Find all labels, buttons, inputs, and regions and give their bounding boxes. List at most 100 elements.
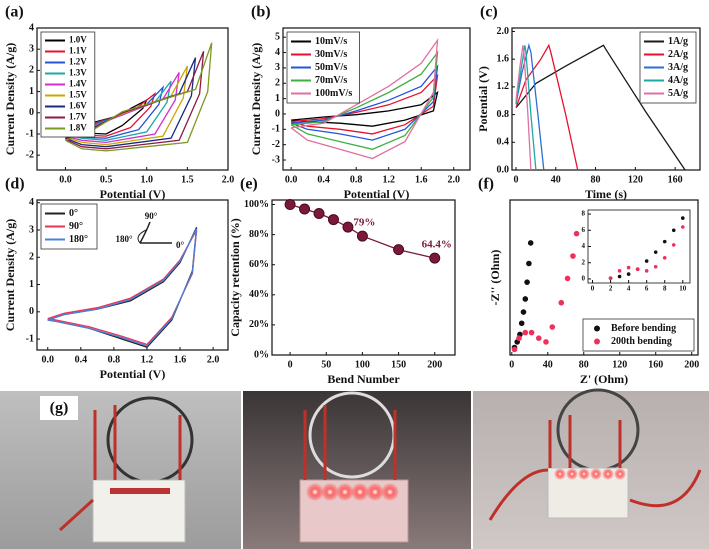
point bbox=[313, 208, 325, 220]
legend-label: 1.3V bbox=[69, 68, 87, 78]
point bbox=[662, 256, 667, 260]
legend-label: 200th bending bbox=[611, 336, 672, 347]
x-tick-label: 2.0 bbox=[447, 174, 460, 185]
led bbox=[554, 468, 566, 480]
label-box bbox=[40, 396, 78, 420]
annotation: 90° bbox=[145, 211, 158, 221]
point bbox=[549, 324, 556, 330]
point bbox=[653, 264, 658, 269]
legend-label: 2A/g bbox=[668, 49, 688, 60]
series-line bbox=[290, 50, 439, 150]
y-tick-label: 80% bbox=[249, 229, 269, 240]
y-tick-label: 4 bbox=[275, 47, 280, 58]
legend-marker bbox=[594, 338, 600, 345]
wires bbox=[488, 415, 702, 521]
legend-label: 1.6V bbox=[69, 101, 87, 111]
point bbox=[617, 274, 622, 279]
legend-label: 1.8V bbox=[69, 123, 87, 133]
led bbox=[110, 488, 170, 494]
x-tick-label: 120 bbox=[612, 359, 627, 370]
x-tick-label: 2.0 bbox=[222, 174, 235, 185]
legend-label: 3A/g bbox=[668, 62, 688, 73]
bend-diagram bbox=[137, 221, 172, 244]
x-tick-label: 4 bbox=[627, 285, 631, 293]
y-tick-label: 0.4 bbox=[497, 137, 510, 148]
panel-label: (e) bbox=[240, 176, 258, 193]
y-tick-label: 0 bbox=[29, 107, 34, 118]
y-tick-label: 0 bbox=[275, 108, 280, 119]
photo-group: (g) bbox=[0, 388, 709, 549]
y-tick-label: -3 bbox=[272, 154, 280, 165]
x-tick-label: 1.6 bbox=[174, 354, 187, 365]
x-tick-label: 0 bbox=[591, 285, 595, 293]
y-axis-label: Current Density (A/g) bbox=[3, 43, 17, 155]
led bbox=[614, 468, 626, 480]
x-tick-label: 160 bbox=[648, 359, 663, 370]
legend-marker bbox=[594, 325, 600, 332]
point bbox=[635, 267, 640, 272]
point bbox=[680, 216, 685, 220]
legend-label: 1.0V bbox=[69, 35, 87, 45]
y-tick-label: 1 bbox=[275, 93, 280, 104]
y-tick-label: 4 bbox=[29, 197, 34, 208]
x-tick-label: 120 bbox=[628, 174, 643, 185]
legend-label: 1.4V bbox=[69, 79, 87, 89]
y-tick-label: -1 bbox=[26, 333, 34, 344]
y-tick-label: 2.0 bbox=[497, 26, 510, 37]
led bbox=[336, 483, 354, 501]
x-tick-label: 150 bbox=[391, 359, 406, 370]
point bbox=[511, 346, 518, 353]
series-line bbox=[515, 44, 686, 171]
y-axis-label: Capacity retention (%) bbox=[228, 218, 242, 336]
x-tick-label: 1.2 bbox=[141, 354, 154, 365]
x-tick-label: 0.4 bbox=[75, 354, 88, 365]
point bbox=[644, 259, 649, 263]
point bbox=[617, 269, 622, 273]
y-tick-label: 6 bbox=[582, 226, 586, 234]
point bbox=[284, 199, 296, 211]
y-axis-label: Potential (V) bbox=[476, 66, 490, 132]
x-tick-label: 0 bbox=[513, 174, 518, 185]
x-axis-label: Potential (V) bbox=[100, 187, 166, 201]
series-line bbox=[47, 228, 198, 347]
series-line bbox=[515, 45, 532, 171]
point bbox=[518, 320, 525, 327]
y-tick-label: 2 bbox=[275, 78, 280, 89]
point bbox=[526, 260, 532, 267]
led bbox=[590, 468, 602, 480]
point bbox=[535, 335, 542, 341]
led bbox=[321, 483, 339, 501]
legend-label: 1.7V bbox=[69, 112, 87, 122]
point bbox=[608, 276, 613, 280]
y-tick-label: 1.6 bbox=[497, 53, 510, 64]
plots: 0.0 0.5 1.0 1.5 2.0 -2 -1 0 1 2 3 4 (a) Potential (V)… bbox=[3, 4, 701, 386]
x-tick-label: 2 bbox=[609, 285, 613, 293]
legend-box bbox=[582, 318, 695, 352]
led bbox=[351, 483, 369, 501]
point bbox=[393, 244, 405, 256]
x-axis-label: Time (s) bbox=[585, 187, 627, 201]
y-tick-label: 2 bbox=[29, 252, 34, 263]
x-tick-label: 10 bbox=[679, 285, 687, 293]
legend-label: 180° bbox=[69, 234, 88, 245]
point bbox=[573, 230, 580, 237]
legend-label: 70mV/s bbox=[315, 75, 347, 86]
x-tick-label: 200 bbox=[427, 359, 442, 370]
x-tick-label: 40 bbox=[543, 359, 553, 370]
x-tick-label: 0.8 bbox=[108, 354, 121, 365]
y-tick-label: 0.0 bbox=[497, 164, 510, 175]
x-tick-label: 1.0 bbox=[140, 174, 153, 185]
y-tick-label: 3 bbox=[29, 224, 34, 235]
x-axis-label: Potential (V) bbox=[100, 367, 166, 381]
y-tick-label: 4 bbox=[582, 242, 586, 250]
point bbox=[680, 225, 685, 229]
value-label: 79% bbox=[353, 217, 375, 229]
point bbox=[528, 329, 535, 336]
bend-sketch bbox=[139, 221, 172, 244]
panel-label: (c) bbox=[480, 4, 498, 21]
y-tick-label: -2 bbox=[272, 139, 280, 150]
x-tick-label: 1.6 bbox=[415, 174, 428, 185]
y-tick-label: 40% bbox=[249, 289, 269, 300]
series-line bbox=[515, 42, 545, 171]
legend-label: Before bending bbox=[611, 323, 676, 334]
